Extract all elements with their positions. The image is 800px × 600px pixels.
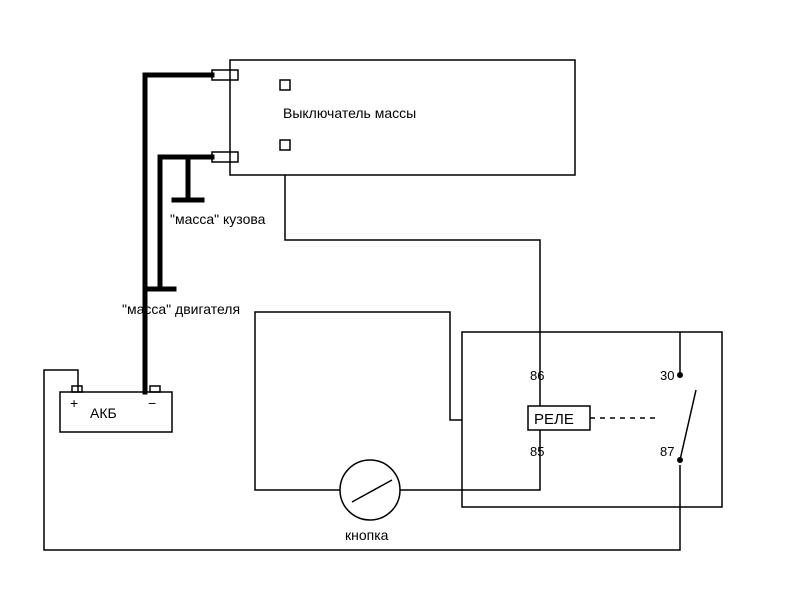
button-symbol bbox=[340, 460, 400, 520]
terminal-bottom-inner bbox=[280, 140, 290, 150]
relay-outer-box bbox=[462, 332, 722, 507]
wire-85-to-button bbox=[400, 445, 540, 490]
pin-86-label: 86 bbox=[530, 368, 544, 383]
circuit-diagram: Выключатель массы "масса" кузова "масса"… bbox=[0, 0, 800, 600]
terminal-bottom bbox=[212, 152, 238, 162]
wire-plus-loop bbox=[44, 370, 680, 550]
ground-body-label: "масса" кузова bbox=[170, 211, 266, 227]
ground-engine-label: "масса" двигателя bbox=[122, 301, 240, 317]
relay-label: РЕЛЕ bbox=[534, 411, 574, 428]
mass-switch-label: Выключатель массы bbox=[283, 105, 416, 121]
pin-85-label: 85 bbox=[530, 444, 544, 459]
battery-minus: − bbox=[148, 395, 156, 411]
battery-label: АКБ bbox=[90, 405, 117, 421]
wire-switch-to-86 bbox=[285, 175, 540, 370]
battery-plus: + bbox=[70, 395, 78, 411]
contact-arm bbox=[680, 390, 696, 460]
battery-post-plus bbox=[72, 386, 82, 392]
cable-body-ground bbox=[188, 157, 212, 198]
pin-87-label: 87 bbox=[660, 444, 674, 459]
pin-30-label: 30 bbox=[660, 368, 674, 383]
button-contact bbox=[352, 480, 392, 502]
battery-post-minus bbox=[150, 386, 160, 392]
wire-button-to-86top bbox=[255, 312, 462, 490]
terminal-top-inner bbox=[280, 80, 290, 90]
button-label: кнопка bbox=[345, 527, 389, 543]
cable-batt-to-switch bbox=[145, 75, 212, 392]
terminal-top bbox=[212, 70, 238, 80]
